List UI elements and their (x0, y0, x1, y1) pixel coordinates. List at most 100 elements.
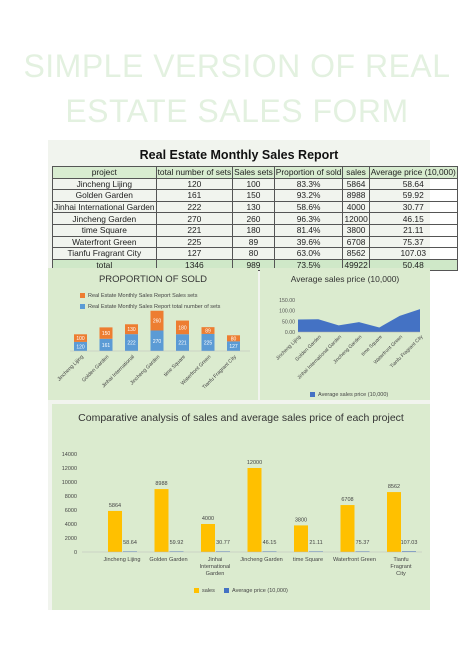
x-tick-label: Jincheng Lijing (103, 557, 140, 563)
x-tick-label: Golden Garden (149, 557, 187, 563)
table-cell: 12000 (342, 212, 370, 225)
x-tick-label: City (396, 571, 406, 577)
data-label-sales: 4000 (202, 516, 214, 522)
data-label-sales: 8562 (388, 484, 400, 490)
table-cell: 75.37 (368, 235, 458, 249)
y-tick-label: 0 (74, 550, 77, 556)
comparison-legend-avg: Average price (10,000) (224, 588, 288, 594)
table-row: Tianfu Fragrant City 127 80 63.0% 8562 107.03 (52, 247, 458, 260)
table-cell: Jincheng Lijing (52, 177, 157, 191)
y-tick-label: 10000 (62, 480, 77, 486)
table-cell: total number of sets (155, 166, 234, 179)
legend-total-sets: Real Estate Monthly Sales Report total n… (80, 304, 220, 310)
data-label-total: 270 (153, 339, 162, 345)
data-label-sold: 260 (153, 319, 162, 325)
bar-sales-time-square (294, 525, 308, 552)
table-cell: 120 (155, 177, 234, 191)
table-cell: 63.0% (273, 247, 344, 260)
bar-sold-tianfu-fragrant-city (227, 335, 240, 342)
table-cell: 100 (232, 177, 275, 191)
data-label-avg-price: 58.64 (123, 540, 137, 546)
bar-sold-waterfront-green (201, 327, 215, 334)
bar-avg-price-jincheng-lijing (123, 551, 137, 552)
data-label-total: 161 (102, 343, 111, 349)
table-cell: 58.6% (273, 200, 344, 214)
area-series-avg-price (298, 309, 420, 332)
table-cell: 130 (232, 200, 275, 214)
legend-swatch-avg-price (310, 392, 315, 398)
report-table: project total number of sets Sales sets Pro… (52, 166, 458, 272)
data-label-sales: 5864 (109, 503, 121, 509)
table-cell: Sales sets (232, 166, 275, 179)
legend-sales-sets: Real Estate Monthly Sales Report Sales s… (80, 293, 197, 299)
data-label-total: 225 (204, 340, 213, 346)
bar-sold-jincheng-lijing (74, 334, 87, 342)
data-label-sales: 12000 (247, 460, 262, 466)
table-cell: 180 (232, 223, 275, 237)
table-cell: 81.4% (273, 223, 344, 237)
data-label-sold: 130 (127, 327, 136, 333)
table-cell: 59.92 (368, 189, 458, 202)
table-cell: 161 (155, 189, 234, 202)
bar-sales-tianfu-fragrant-city (387, 492, 401, 552)
bar-sold-jinhai-international (125, 324, 138, 335)
table-cell: 80 (232, 247, 275, 260)
table-cell: 8562 (342, 247, 370, 260)
x-tick-label: Garden (206, 571, 225, 577)
bar-total-golden-garden (99, 338, 113, 351)
data-label-sales: 6708 (341, 497, 353, 503)
table-cell: Proportion of sold (273, 166, 344, 179)
y-tick-label: 50.00 (282, 319, 295, 325)
page-heading: SIMPLE VERSION OF REAL ESTATE SALES FORM (0, 44, 474, 134)
bar-avg-price-jincheng-garden (262, 551, 277, 552)
table-cell: 225 (155, 235, 234, 249)
x-tick-label: International (200, 564, 231, 570)
table-cell: 4000 (342, 200, 370, 214)
x-tick-label: Waterfront Green (333, 557, 376, 563)
table-cell: 6708 (342, 235, 370, 249)
legend-label-avg: Average price (10,000) (232, 588, 288, 594)
table-cell: 5864 (342, 177, 370, 191)
bar-sales-waterfront-green (340, 505, 355, 552)
bar-sold-jincheng-garden (150, 310, 164, 331)
table-row: Golden Garden 161 150 93.2% 8988 59.92 (52, 189, 458, 202)
table-cell: Average price (10,000) (368, 166, 458, 179)
proportion-chart-title: PROPORTION OF SOLD (98, 274, 208, 285)
bar-total-jinhai-international (125, 334, 138, 351)
data-label-avg-price: 75.37 (356, 540, 370, 546)
data-label-total: 222 (127, 341, 136, 347)
table-cell: Tianfu Fragrant City (52, 247, 157, 260)
data-label-total: 120 (76, 344, 85, 350)
bar-total-jincheng-lijing (74, 341, 87, 351)
bar-avg-price-waterfront-green (355, 551, 370, 552)
comparison-chart-panel: Comparative analysis of sales and averag… (52, 404, 430, 610)
legend-swatch-blue (80, 304, 85, 310)
y-tick-label: 8000 (65, 494, 77, 500)
data-label-sold: 80 (231, 336, 237, 342)
legend-swatch-sales (194, 588, 199, 594)
data-label-total: 221 (178, 341, 187, 347)
data-label-avg-price: 30.77 (216, 540, 230, 546)
bar-sold-golden-garden (99, 327, 113, 339)
table-cell: Jincheng Garden (52, 212, 157, 225)
x-tick-label: Fragrant (390, 564, 412, 570)
legend-label-avg-price: Average sales price (10,000) (318, 392, 389, 398)
bar-avg-price-tianfu-fragrant-city (402, 551, 416, 552)
bar-total-waterfront-green (201, 333, 215, 351)
table-cell: 150 (232, 189, 275, 202)
data-label-sold: 150 (102, 331, 111, 337)
table-cell: 46.15 (368, 212, 458, 225)
avg-price-legend: Average sales price (10,000) (310, 392, 388, 398)
table-row: Jincheng Lijing 120 100 83.3% 5864 58.64 (52, 177, 458, 191)
table-cell: project (52, 166, 157, 179)
table-cell: 30.77 (368, 200, 458, 214)
table-cell: 93.2% (273, 189, 344, 202)
table-cell: 270 (155, 212, 234, 225)
comparison-legend-sales: sales (194, 588, 215, 594)
table-cell: 3800 (342, 223, 370, 237)
table-cell: 260 (232, 212, 275, 225)
y-tick-label: 6000 (65, 508, 77, 514)
table-cell: 21.11 (368, 223, 458, 237)
bar-sold-time-square (176, 320, 189, 335)
